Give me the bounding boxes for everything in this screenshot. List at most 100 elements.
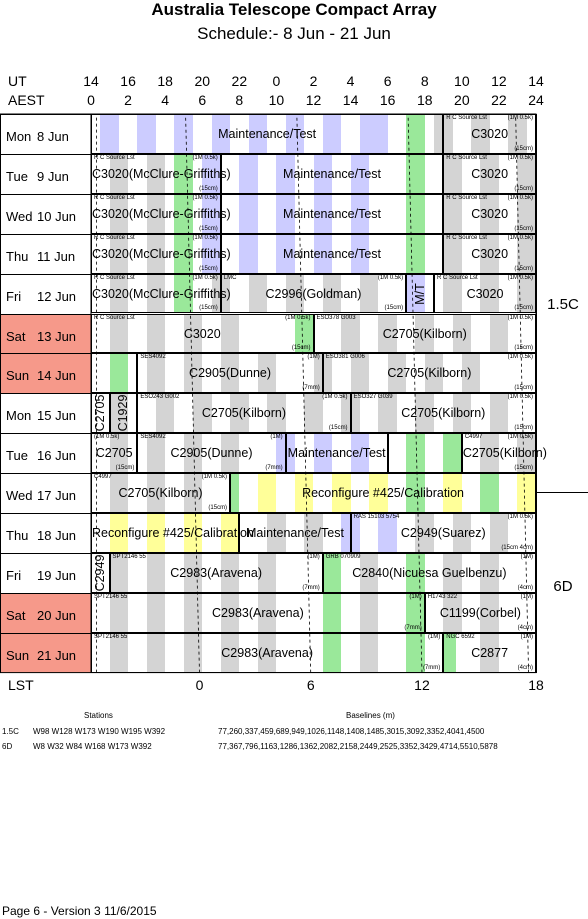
schedule-block[interactable]: C3020 R C Source Lst (1M 0.5k) (15cm): [443, 233, 536, 274]
schedule-block[interactable]: Maintenance/Test: [285, 433, 388, 474]
lst-axis-label: LST: [8, 677, 34, 693]
schedule-block[interactable]: C2705: [91, 393, 110, 434]
schedule-block[interactable]: Reconfigure #425/Calibration: [91, 513, 254, 553]
day-date: 8 Jun: [37, 129, 69, 144]
block-label: C2996(Goldman): [265, 286, 362, 301]
day-date: 14 Jun: [37, 368, 77, 384]
schedule-block[interactable]: Maintenance/Test: [220, 153, 444, 194]
block-label: C2705: [93, 394, 108, 432]
day-date: 17 Jun: [37, 488, 77, 504]
schedule-block[interactable]: C1199(Corbel) H1743 322 (1M) (4cm): [424, 592, 536, 633]
schedule-block[interactable]: C2705 (1M 0.5k) (15cm): [91, 433, 138, 474]
schedule-block[interactable]: C2949(Suarez) RAS 15103 5754 (1M 0.5k) (15c…: [350, 513, 536, 553]
schedule-block[interactable]: C2983(Aravena) SPT2146 55 (1M) (7mm): [91, 632, 444, 673]
lst-tick-label: 0: [195, 677, 204, 693]
footer-version: Page 6 - Version 3 11/6/2015: [2, 904, 157, 918]
schedule-block[interactable]: Maintenance/Test: [239, 513, 351, 553]
block-band-info: (7mm): [302, 584, 320, 591]
day-date: 15 Jun: [37, 408, 77, 424]
day-date: 19 Jun: [37, 567, 77, 583]
schedule-block[interactable]: C2840(Nicuesa Guelbenzu) GRB 070909 (1M) (4…: [322, 552, 536, 593]
schedule-block[interactable]: C3020(McClure-Griffiths) R C Source Lst (1…: [91, 273, 231, 314]
block-label: Reconfigure #425/Calibration: [92, 526, 254, 540]
schedule-block[interactable]: Reconfigure #425/Calibration: [230, 473, 536, 513]
day-label-cell: Tue 9 Jun: [0, 153, 91, 194]
block-source: R C Source Lst: [94, 154, 135, 161]
block-label: C2983(Aravena): [170, 565, 262, 580]
block-label: Maintenance/Test: [218, 127, 317, 141]
day-date: 13 Jun: [37, 328, 77, 344]
schedule-block[interactable]: C3020(McClure-Griffiths) R C Source Lst (1…: [91, 233, 231, 274]
day-label-cell: Tue 16 Jun: [0, 433, 91, 474]
block-array-info: (1M 0.5k): [507, 274, 533, 281]
block-array-info: (1M 0.5k): [507, 154, 533, 161]
block-band-info: (15cm): [199, 225, 218, 232]
schedule-block[interactable]: C2983(Aravena) SPT2146 55 (1M) (7mm): [91, 592, 425, 633]
schedule-block[interactable]: C2877 NGC 6592 (1M) (4cm): [443, 632, 536, 673]
block-source: ESO327 G039: [353, 394, 393, 401]
block-band-info: (15cm): [514, 185, 533, 192]
day-date: 10 Jun: [37, 208, 77, 224]
day-date: 18 Jun: [37, 528, 77, 543]
day-label-cell: Thu 18 Jun: [0, 513, 91, 553]
ut-tick-label: 0: [272, 73, 281, 89]
lst-tick-label: 6: [306, 677, 315, 693]
station-list: W8 W32 W84 W168 W173 W392: [33, 742, 152, 751]
block-array-info: (1M): [307, 354, 320, 361]
schedule-block[interactable]: C2905(Dunne) SES4092 (1M) (7mm): [137, 433, 286, 474]
block-label: C3020: [471, 206, 509, 221]
schedule-block[interactable]: C3020 R C Source Lst (1M 0.5k) (15cm): [91, 313, 314, 354]
day-label-cell: Mon 15 Jun: [0, 393, 91, 434]
block-array-info: (1M 0.5k): [507, 234, 533, 241]
schedule-block[interactable]: [91, 353, 138, 394]
day-label-cell: Sun 21 Jun: [0, 632, 91, 673]
block-array-info: (1M 0.5k): [192, 274, 218, 281]
block-array-info: (1M 0.5k): [201, 474, 228, 481]
schedule-block[interactable]: C2705(Kilborn) ESO378 G003 (1M 0.5k) (15cm): [313, 313, 536, 354]
schedule-block[interactable]: C2705(Kilborn) ESO327 G039 (1M 0.5k) (15cm): [350, 393, 536, 434]
block-array-info: (1M): [409, 593, 422, 600]
day-date: 16 Jun: [37, 448, 77, 464]
aest-tick-label: 2: [124, 92, 132, 108]
block-band-info: (15cm): [514, 305, 533, 312]
block-source: SPT2146 55: [94, 633, 128, 640]
block-source: C4997: [94, 474, 112, 481]
block-band-info: (15cm): [514, 385, 533, 392]
schedule-block[interactable]: Maintenance/Test: [220, 233, 444, 274]
schedule-block[interactable]: C2949: [91, 552, 110, 593]
block-label: C2840(Nicuesa Guelbenzu): [352, 565, 507, 580]
schedule-block[interactable]: Maintenance/Test: [91, 114, 444, 154]
schedule-block[interactable]: C1929: [109, 393, 138, 434]
aest-tick-label: 14: [342, 92, 359, 108]
schedule-block[interactable]: C2705(Kilborn) C4997 (1M 0.5k) (15cm): [91, 473, 231, 513]
schedule-block[interactable]: C3020 R C Source Lst (1M 0.5k) (15cm): [443, 153, 536, 194]
block-source: SPT2146 55: [94, 593, 128, 600]
block-source: R C Source Lst: [446, 154, 487, 161]
config-name: 6D: [553, 578, 573, 596]
schedule-block[interactable]: M/T: [406, 273, 435, 314]
block-label: C3020(McClure-Griffiths): [92, 206, 231, 221]
block-label: C2949(Suarez): [400, 526, 486, 540]
schedule-block[interactable]: C2983(Aravena) SPT2146 55 (1M) (7mm): [109, 552, 323, 593]
block-band-info: (7mm): [404, 624, 422, 631]
schedule-block[interactable]: C2996(Goldman) LMC (1M 0.5k) (15cm): [220, 273, 407, 314]
block-band-info: (15cm): [199, 265, 218, 272]
day-label-cell: Sat 13 Jun: [0, 313, 91, 354]
schedule-block[interactable]: C3020(McClure-Griffiths) R C Source Lst (1…: [91, 193, 231, 234]
baselines-header: Baselines (m): [346, 711, 395, 720]
schedule-block[interactable]: C3020 R C Source Lst (1M 0.5k) (15cm): [443, 114, 536, 154]
day-label-cell: Mon 8 Jun: [0, 114, 91, 154]
day-date: 9 Jun: [37, 168, 69, 184]
schedule-block[interactable]: C2705(Kilborn) ESO381 G006 (1M 0.5k) (15cm): [322, 353, 536, 394]
schedule-block[interactable]: [387, 433, 462, 474]
schedule-block[interactable]: C2905(Dunne) SES4092 (1M) (7mm): [137, 353, 323, 394]
schedule-block[interactable]: C3020 R C Source Lst (1M 0.5k) (15cm): [434, 273, 536, 314]
schedule-block[interactable]: C2705(Kilborn) C4997 (1M 0.5k) (15cm): [461, 433, 547, 474]
schedule-block[interactable]: C2705(Kilborn) ESO243 G002 (1M 0.5k) (15cm): [137, 393, 351, 434]
station-config-name: 6D: [2, 742, 13, 751]
schedule-block[interactable]: C3020 R C Source Lst (1M 0.5k) (15cm): [443, 193, 536, 234]
day-label-cell: Sat 20 Jun: [0, 592, 91, 633]
block-band-info: (15cm): [514, 465, 533, 472]
schedule-block[interactable]: Maintenance/Test: [220, 193, 444, 234]
schedule-block[interactable]: C3020(McClure-Griffiths) R C Source Lst (1…: [91, 153, 231, 194]
